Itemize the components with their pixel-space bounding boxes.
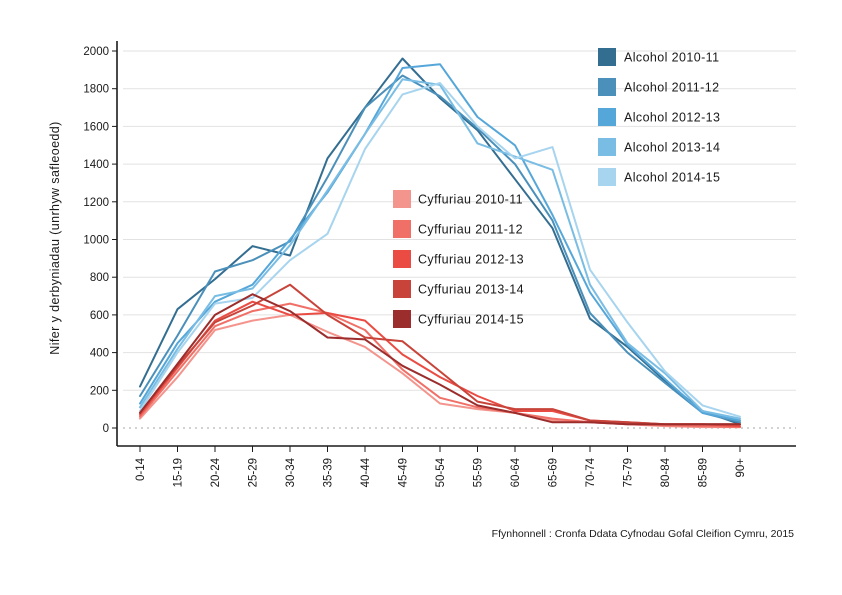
series-line [139, 283, 741, 426]
x-tick-label: 45-49 [398, 458, 410, 487]
x-tick-label: 85-89 [698, 458, 710, 487]
y-tick-label: 800 [90, 272, 109, 284]
y-tick-label: 600 [90, 310, 109, 322]
y-tick-label: 200 [90, 385, 109, 397]
legend-label: Cyffuriau 2012-13 [418, 253, 524, 267]
y-tick-label: 1400 [83, 159, 109, 171]
y-tick-label: 2000 [83, 46, 109, 58]
y-tick-label: 400 [90, 348, 109, 360]
legend-label: Alcohol 2010-11 [624, 51, 719, 65]
x-tick-label: 15-19 [173, 458, 185, 487]
series-line [139, 57, 741, 426]
legend-label: Cyffuriau 2010-11 [418, 193, 523, 207]
legend-swatch [393, 310, 411, 328]
y-tick-label: 1600 [83, 121, 109, 133]
legend-label: Alcohol 2012-13 [624, 111, 720, 125]
series-line [139, 74, 741, 424]
legend-swatch [598, 168, 616, 186]
y-axis-title: Nifer y derbyniadau (unrhyw safleoedd) [48, 121, 62, 354]
x-tick-label: 40-44 [360, 457, 372, 487]
x-tick-label: 30-34 [285, 457, 297, 487]
series-line [139, 293, 741, 426]
legend-swatch [393, 190, 411, 208]
x-tick-label: 90+ [735, 458, 747, 478]
legend-swatch [393, 220, 411, 238]
x-tick-label: 65-69 [548, 458, 560, 487]
y-tick-label: 1200 [83, 197, 109, 209]
legend-label: Cyffuriau 2014-15 [418, 313, 524, 327]
legend-label: Cyffuriau 2013-14 [418, 283, 524, 297]
x-tick-label: 55-59 [473, 458, 485, 487]
series-line [139, 82, 741, 418]
x-tick-label: 50-54 [435, 457, 447, 487]
x-tick-label: 0-14 [135, 457, 147, 481]
x-tick-label: 80-84 [660, 457, 672, 487]
legend-swatch [598, 78, 616, 96]
series-line [139, 78, 741, 420]
legend-label: Cyffuriau 2011-12 [418, 223, 523, 237]
y-tick-label: 1000 [83, 235, 109, 247]
legend-label: Alcohol 2014-15 [624, 171, 720, 185]
legend-label: Alcohol 2011-12 [624, 81, 719, 95]
x-tick-label: 35-39 [323, 458, 335, 487]
legend-label: Alcohol 2013-14 [624, 141, 720, 155]
x-tick-label: 70-74 [585, 457, 597, 487]
gridlines [123, 50, 796, 429]
x-tick-label: 60-64 [510, 457, 522, 487]
source-note: Ffynhonnell : Cronfa Ddata Cyfnodau Gofa… [491, 528, 794, 540]
axes: 0 200 400 600 800 1000 1200 1400 1600 1800 2000 0-1… [83, 41, 796, 487]
legend-swatch [598, 138, 616, 156]
x-tick-label: 75-79 [623, 458, 635, 487]
y-tick-label: 1800 [83, 84, 109, 96]
x-tick-label: 20-24 [210, 457, 222, 487]
y-tick-label: 0 [103, 423, 109, 435]
x-tick-label: 25-29 [248, 458, 260, 487]
series-lines [139, 57, 741, 429]
legend: Alcohol 2010-11 Alcohol 2011-12 Alcohol 20… [393, 48, 720, 328]
legend-swatch [598, 108, 616, 126]
legend-swatch [393, 250, 411, 268]
legend-swatch [393, 280, 411, 298]
legend-swatch [598, 48, 616, 66]
